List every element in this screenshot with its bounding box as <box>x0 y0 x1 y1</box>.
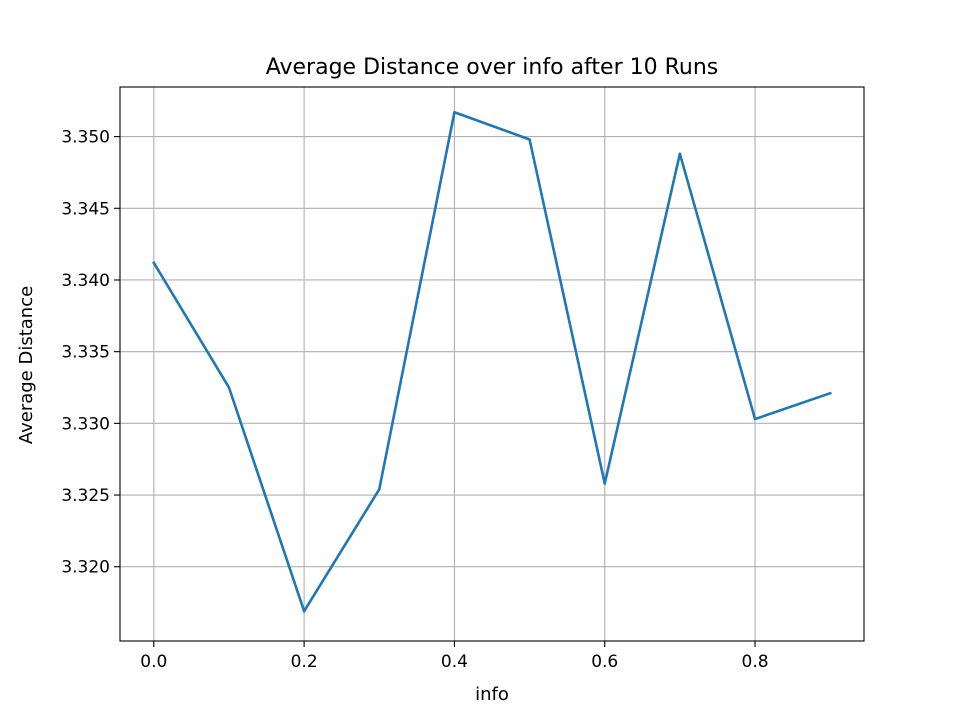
y-tick-label: 3.345 <box>61 199 110 219</box>
plot-area-frame <box>119 86 865 642</box>
y-tick-label: 3.325 <box>61 486 110 506</box>
series-line <box>152 110 832 613</box>
data-point <box>528 138 531 141</box>
x-tick-label: 0.6 <box>591 652 618 672</box>
data-point <box>302 609 306 613</box>
y-tick-label: 3.330 <box>61 414 110 434</box>
x-axis-label: info <box>475 684 509 705</box>
data-point <box>753 417 757 421</box>
chart-title: Average Distance over info after 10 Runs <box>266 55 719 80</box>
x-tick-label: 0.2 <box>291 652 318 672</box>
x-tick-label: 0.8 <box>742 652 769 672</box>
grid <box>120 87 864 641</box>
axis-ticks: 0.0 0.2 0.4 0.6 0.8 3.320 3.325 3.330 3.335 3.340… <box>61 128 768 672</box>
y-tick-label: 3.350 <box>61 128 110 148</box>
data-point <box>378 488 381 491</box>
x-tick-label: 0.0 <box>140 652 167 672</box>
data-point <box>453 111 456 114</box>
y-tick-label: 3.335 <box>61 343 110 363</box>
y-tick-label: 3.320 <box>61 558 110 578</box>
series-layer <box>152 110 832 613</box>
data-point <box>152 261 156 264</box>
data-point <box>603 482 606 485</box>
data-point <box>678 152 682 156</box>
data-point <box>227 386 231 389</box>
y-axis-label: Average Distance <box>16 286 37 444</box>
y-tick-label: 3.340 <box>61 271 110 291</box>
data-point <box>828 392 832 395</box>
x-tick-label: 0.4 <box>441 652 468 672</box>
